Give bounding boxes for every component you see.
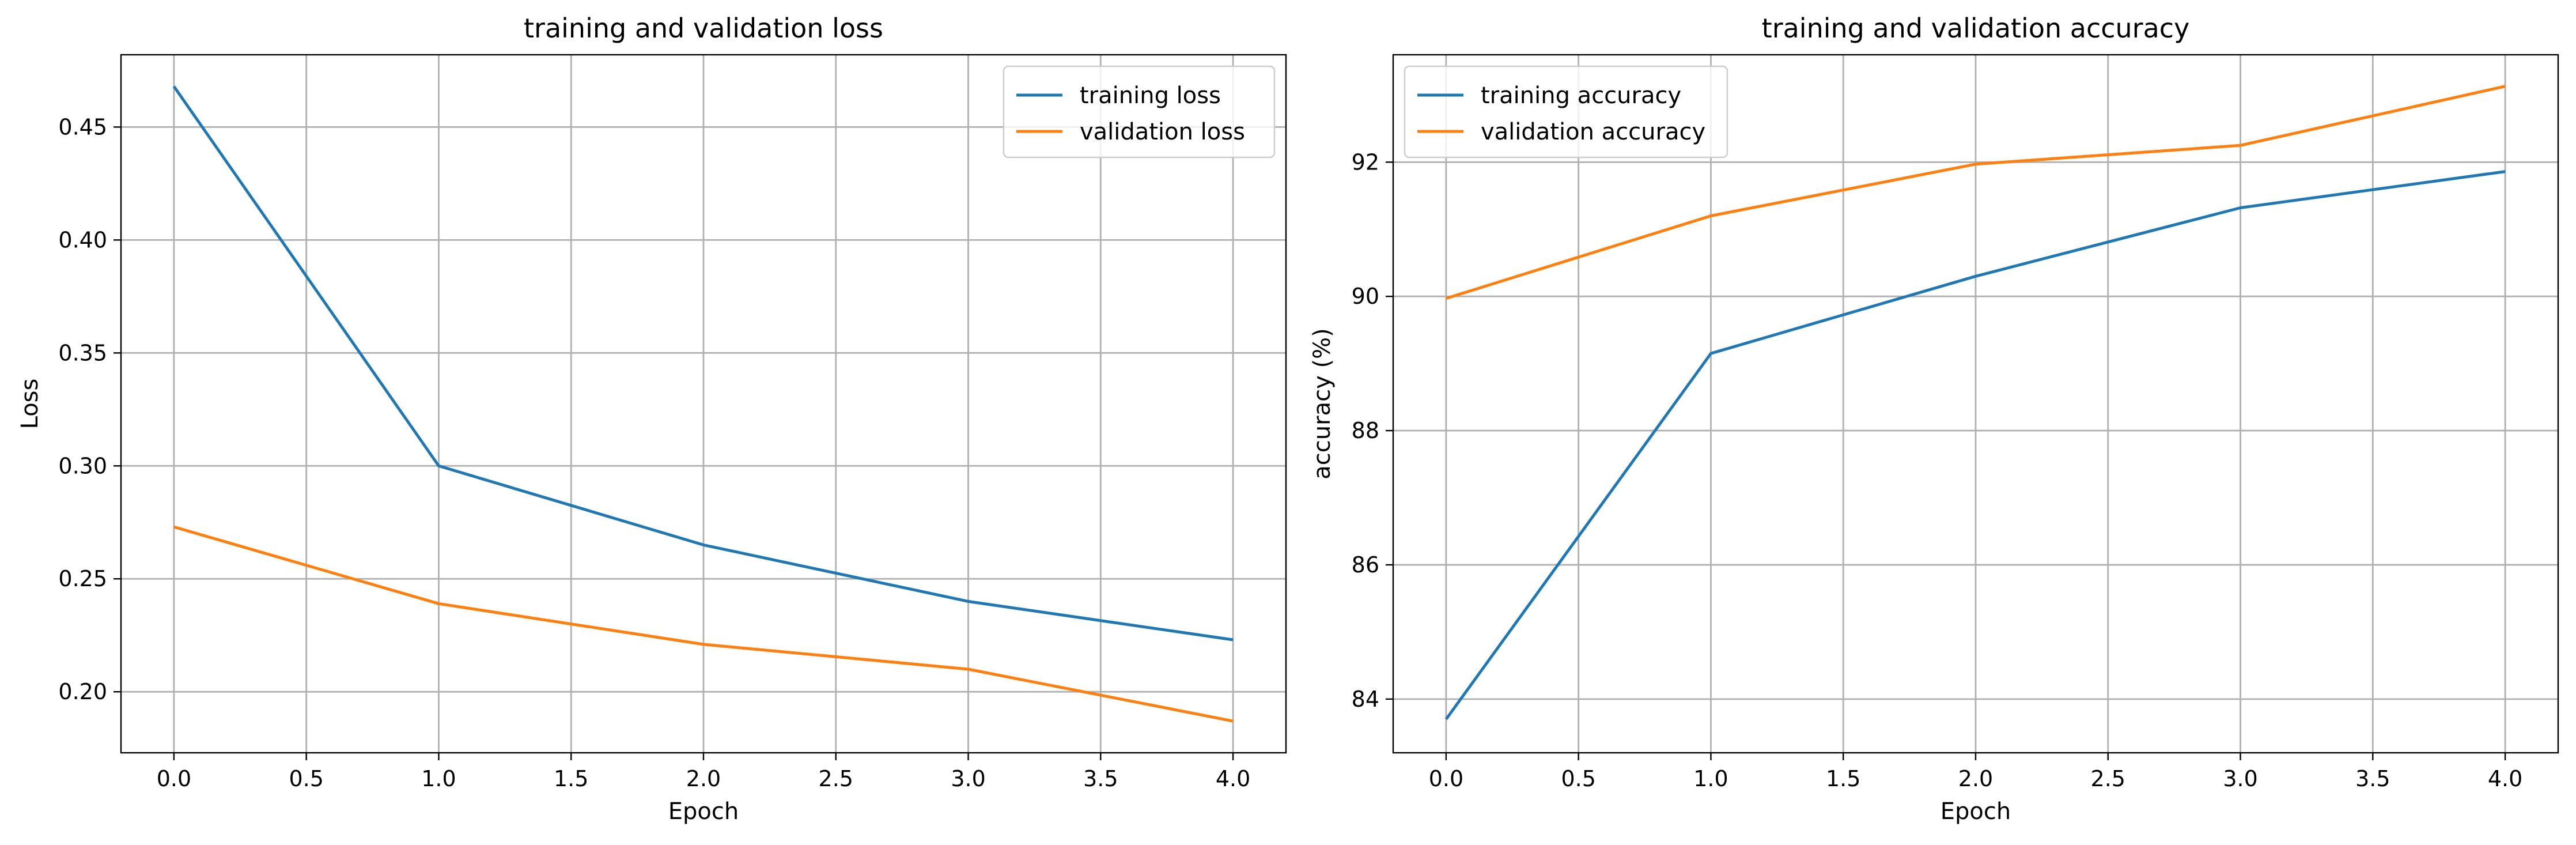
loss-x-tick-label-6: 3.0: [951, 766, 985, 791]
loss-grid: [121, 55, 1286, 753]
accuracy-x-tick-label-5: 2.5: [2091, 766, 2125, 791]
accuracy-legend-box: [1404, 65, 1728, 159]
loss-y-tick-label-1: 0.25: [58, 566, 107, 591]
accuracy-x-tick-label-3: 1.5: [1826, 766, 1860, 791]
legend-label-training-loss: training loss: [1080, 82, 1221, 109]
accuracy-series-lines: [1444, 85, 2506, 720]
loss-ticks: 0.0 0.5 1.0 1.5 2.0 2.5 3.0 3.5 4.0 0.20 0.25 0.30 0…: [58, 114, 1250, 791]
accuracy-x-axis-label: Epoch: [1940, 798, 2011, 825]
loss-legend-box: [1003, 65, 1276, 159]
accuracy-chart-title: training and validation accuracy: [1762, 13, 2190, 44]
series-line-validation-loss: [173, 525, 1234, 723]
loss-x-tick-label-7: 3.5: [1083, 766, 1118, 791]
loss-x-tick-label-4: 2.0: [686, 766, 721, 791]
loss-y-tick-label-4: 0.40: [58, 227, 107, 252]
loss-y-tick-label-2: 0.30: [58, 453, 107, 478]
accuracy-legend: training accuracy validation accuracy: [1404, 65, 1728, 159]
accuracy-ticks: 0.0 0.5 1.0 1.5 2.0 2.5 3.0 3.5 4.0 84 86 88 90 92: [1352, 149, 2523, 791]
legend-label-validation-loss: validation loss: [1080, 119, 1245, 145]
accuracy-x-tick-label-6: 3.0: [2223, 766, 2257, 791]
accuracy-y-tick-label-1: 86: [1352, 552, 1379, 578]
loss-series-lines: [172, 85, 1234, 723]
loss-y-tick-label-0: 0.20: [58, 679, 107, 704]
legend-label-validation-accuracy: validation accuracy: [1481, 119, 1705, 145]
loss-x-axis-label: Epoch: [668, 798, 739, 825]
legend-label-training-accuracy: training accuracy: [1481, 82, 1681, 109]
accuracy-x-tick-label-8: 4.0: [2488, 766, 2522, 791]
loss-x-tick-label-5: 2.5: [819, 766, 853, 791]
accuracy-x-tick-label-7: 3.5: [2355, 766, 2390, 791]
loss-x-tick-label-8: 4.0: [1216, 766, 1250, 791]
loss-x-tick-label-1: 0.5: [289, 766, 323, 791]
accuracy-x-tick-label-2: 1.0: [1693, 766, 1728, 791]
accuracy-y-tick-label-0: 84: [1352, 686, 1379, 712]
loss-chart-title: training and validation loss: [524, 13, 883, 44]
accuracy-y-tick-label-4: 92: [1352, 149, 1379, 175]
loss-legend: training loss validation loss: [1003, 65, 1276, 159]
loss-chart: 0.0 0.5 1.0 1.5 2.0 2.5 3.0 3.5 4.0 0.20 0.25 0.30 0…: [17, 13, 1287, 825]
series-line-training-loss: [172, 85, 1234, 642]
loss-y-tick-label-5: 0.45: [58, 114, 107, 139]
accuracy-y-axis-label: accuracy (%): [1309, 328, 1336, 479]
accuracy-x-tick-label-4: 2.0: [1958, 766, 1993, 791]
loss-x-tick-label-0: 0.0: [157, 766, 191, 791]
loss-y-axis-label: Loss: [17, 379, 43, 429]
accuracy-y-tick-label-3: 90: [1352, 284, 1379, 309]
series-line-validation-accuracy: [1446, 85, 2506, 300]
accuracy-grid: [1393, 55, 2558, 753]
loss-y-tick-label-3: 0.35: [58, 340, 107, 365]
accuracy-x-tick-label-1: 0.5: [1561, 766, 1595, 791]
accuracy-y-tick-label-2: 88: [1352, 418, 1379, 443]
loss-x-tick-label-2: 1.0: [421, 766, 456, 791]
accuracy-x-tick-label-0: 0.0: [1429, 766, 1463, 791]
loss-x-tick-label-3: 1.5: [554, 766, 588, 791]
series-line-training-accuracy: [1444, 170, 2506, 720]
accuracy-chart: 0.0 0.5 1.0 1.5 2.0 2.5 3.0 3.5 4.0 84 86 88 90 92 tr…: [1309, 13, 2559, 825]
